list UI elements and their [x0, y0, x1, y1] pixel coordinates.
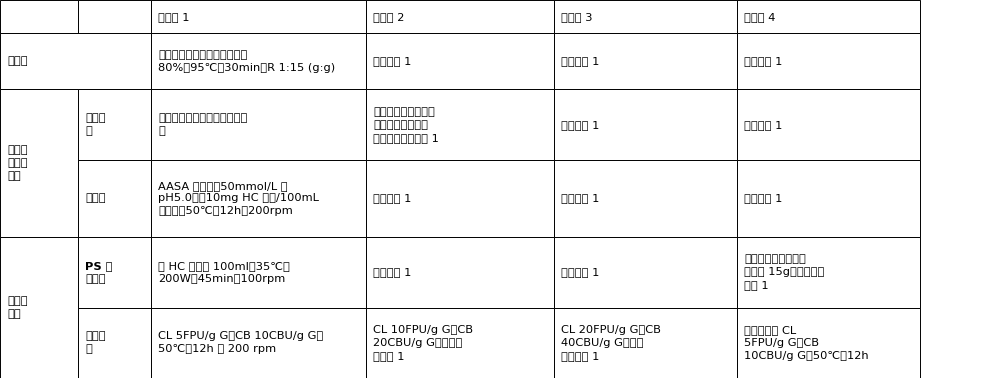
Text: CL 10FPU/g G、CB
20CBU/g G，其它同
对比例 1: CL 10FPU/g G、CB 20CBU/g G，其它同 对比例 1 [373, 325, 473, 361]
Bar [366, 33, 554, 89]
Bar [366, 0, 554, 33]
Text: 预水解: 预水解 [85, 194, 106, 203]
Bar [78, 237, 151, 308]
Text: PS 超
声处理: PS 超 声处理 [85, 261, 112, 284]
Bar [366, 308, 554, 378]
Text: AASA 缓冲液（50mmol/L 和
pH5.0）、10mg HC 蛋白/100mL
缓冲液，50℃、12h、200rpm: AASA 缓冲液（50mmol/L 和 pH5.0）、10mg HC 蛋白/10… [158, 181, 319, 216]
Text: 同实施例 1: 同实施例 1 [744, 120, 782, 130]
Text: 取未经球磨处理的脱
脂花生粉进行预水
解，其它同实施例 1: 取未经球磨处理的脱 脂花生粉进行预水 解，其它同实施例 1 [373, 107, 439, 143]
Text: 对比例 3: 对比例 3 [561, 12, 592, 22]
Bar [554, 237, 737, 308]
Bar [78, 160, 151, 237]
Text: 一次性加入 CL
5FPU/g G、CB
10CBU/g G，50℃、12h: 一次性加入 CL 5FPU/g G、CB 10CBU/g G，50℃、12h [744, 325, 869, 361]
Text: 同对比例 1: 同对比例 1 [373, 267, 411, 277]
Text: 竹粉，苯磺酸预处理，苯磺酸
80%、95℃、30min、R 1:15 (g:g): 竹粉，苯磺酸预处理，苯磺酸 80%、95℃、30min、R 1:15 (g:g) [158, 50, 335, 73]
Bar [151, 0, 366, 33]
Bar [554, 160, 737, 237]
Text: 同对比例 1: 同对比例 1 [561, 194, 599, 203]
Bar [737, 33, 920, 89]
Bar [554, 308, 737, 378]
Text: 同对比例 1: 同对比例 1 [561, 56, 599, 66]
Bar [737, 0, 920, 33]
Bar [151, 33, 366, 89]
Text: 同对比例 1: 同对比例 1 [373, 56, 411, 66]
Bar [554, 33, 737, 89]
Text: 同对比例 1: 同对比例 1 [561, 120, 599, 130]
Text: 第一次
加料: 第一次 加料 [7, 296, 28, 319]
Bar [0, 237, 78, 378]
Bar [737, 160, 920, 237]
Text: 酶解条
件: 酶解条 件 [85, 332, 106, 354]
Bar [554, 89, 737, 160]
Text: 球磨处
理: 球磨处 理 [85, 113, 106, 136]
Bar [151, 237, 366, 308]
Bar [0, 33, 151, 89]
Bar [78, 89, 151, 160]
Text: 同实施例 1: 同实施例 1 [744, 56, 782, 66]
Bar [78, 308, 151, 378]
Bar [737, 237, 920, 308]
Text: 未添加脱脂花生粉，无球磨处
理: 未添加脱脂花生粉，无球磨处 理 [158, 113, 247, 136]
Bar [78, 0, 151, 33]
Bar [151, 89, 366, 160]
Text: 同对比例 1: 同对比例 1 [561, 267, 599, 277]
Text: 含 HC 缓冲液 100ml、35℃、
200W、45min、100rpm: 含 HC 缓冲液 100ml、35℃、 200W、45min、100rpm [158, 261, 290, 284]
Bar [151, 308, 366, 378]
Text: 同实施例 1: 同实施例 1 [744, 194, 782, 203]
Text: 对比例 1: 对比例 1 [158, 12, 190, 22]
Text: 对比例 2: 对比例 2 [373, 12, 404, 22]
Text: 对比例 4: 对比例 4 [744, 12, 775, 22]
Bar [737, 308, 920, 378]
Text: 预处理: 预处理 [7, 56, 28, 66]
Text: CL 20FPU/g G、CB
40CBU/g G，其它
同对比例 1: CL 20FPU/g G、CB 40CBU/g G，其它 同对比例 1 [561, 325, 661, 361]
Text: 同对比例 1: 同对比例 1 [373, 194, 411, 203]
Bar [0, 0, 78, 33]
Text: 脱脂花
生粉预
水解: 脱脂花 生粉预 水解 [7, 145, 28, 181]
Text: CL 5FPU/g G、CB 10CBU/g G，
50℃、12h 和 200 rpm: CL 5FPU/g G、CB 10CBU/g G， 50℃、12h 和 200 … [158, 332, 323, 354]
Text: 一次性加入预处理固
体基质 15g，其余同实
施例 1: 一次性加入预处理固 体基质 15g，其余同实 施例 1 [744, 254, 824, 290]
Bar [0, 89, 78, 237]
Bar [554, 0, 737, 33]
Bar [366, 89, 554, 160]
Bar [737, 89, 920, 160]
Bar [366, 237, 554, 308]
Bar [151, 160, 366, 237]
Bar [366, 160, 554, 237]
